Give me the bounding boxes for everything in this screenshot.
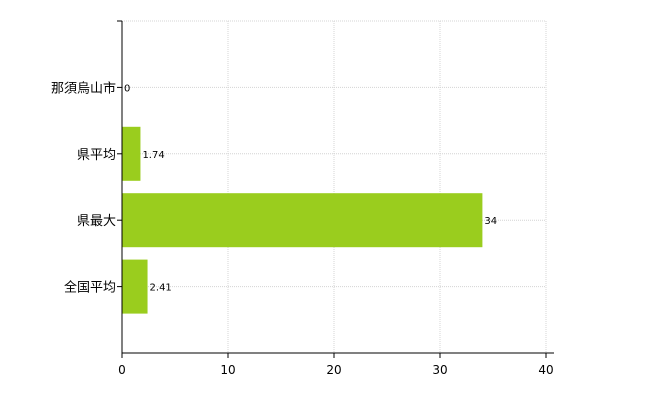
axes [117, 20, 554, 358]
grid-lines [122, 20, 547, 353]
category-label: 那須烏山市 [51, 80, 116, 96]
labels: 0 10 20 30 40 那須烏山市 0 県平均 1.74 県最大 34 全国平均 2.41 [51, 80, 554, 377]
bar [122, 193, 483, 248]
x-tick-label: 0 [118, 363, 126, 377]
data-label: 2.41 [150, 283, 172, 294]
x-tick-label: 30 [432, 363, 447, 377]
data-label: 1.74 [142, 150, 164, 161]
data-label: 34 [484, 216, 497, 227]
category-label: 県最大 [77, 214, 116, 229]
x-tick-label: 40 [538, 363, 553, 377]
x-tick-label: 10 [220, 363, 235, 377]
data-label: 0 [124, 83, 130, 94]
category-label: 県平均 [77, 148, 116, 163]
bar [122, 259, 148, 314]
category-label: 全国平均 [64, 280, 116, 296]
bar [122, 126, 141, 181]
bars [122, 126, 483, 314]
x-tick-label: 20 [326, 363, 341, 377]
